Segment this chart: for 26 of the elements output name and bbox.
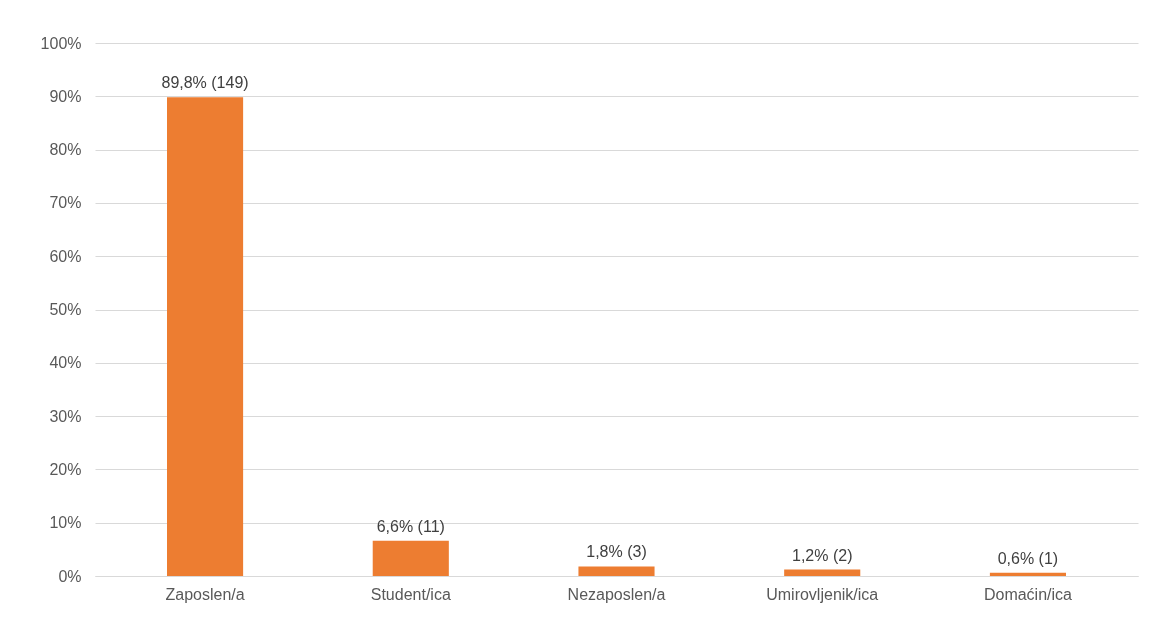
y-tick-label: 90% bbox=[49, 87, 82, 105]
y-tick-label: 50% bbox=[49, 301, 82, 318]
y-tick-label: 0% bbox=[58, 567, 82, 585]
y-tick-label: 80% bbox=[49, 141, 82, 159]
bar bbox=[784, 569, 861, 576]
y-tick-label: 20% bbox=[49, 460, 82, 478]
y-tick-label: 70% bbox=[49, 194, 82, 212]
bar bbox=[372, 540, 449, 576]
data-label: 89,8% (149) bbox=[161, 74, 249, 92]
y-tick-label: 10% bbox=[49, 514, 82, 532]
x-tick-label: Zaposlen/a bbox=[165, 585, 245, 603]
data-label: 1,8% (3) bbox=[586, 543, 647, 561]
y-tick-label: 60% bbox=[49, 247, 82, 265]
y-tick-label: 100% bbox=[40, 34, 82, 52]
x-tick-label: Domaćin/ica bbox=[983, 585, 1073, 603]
data-label: 0,6% (1) bbox=[997, 549, 1059, 567]
y-tick-label: 30% bbox=[49, 407, 82, 425]
x-tick-label: Student/ica bbox=[370, 585, 451, 603]
bar bbox=[989, 572, 1066, 576]
bar bbox=[578, 566, 655, 576]
y-tick-label: 40% bbox=[49, 354, 82, 372]
x-tick-label: Nezaposlen/a bbox=[567, 585, 666, 603]
data-label: 1,2% (2) bbox=[791, 546, 853, 564]
bar bbox=[167, 97, 244, 576]
data-label: 6,6% (11) bbox=[376, 517, 445, 535]
x-tick-label: Umirovljenik/ica bbox=[766, 585, 879, 603]
